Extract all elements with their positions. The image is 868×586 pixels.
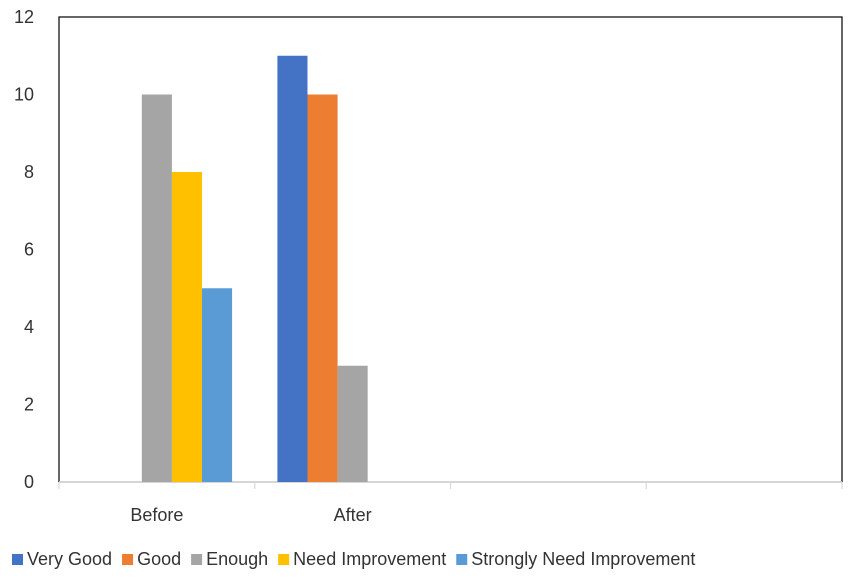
y-tick-label: 2 (24, 395, 34, 415)
x-axis-tick-labels: Before After (130, 505, 371, 525)
bar-good-after (307, 94, 338, 482)
y-tick-label: 10 (14, 85, 34, 105)
y-tick-label: 12 (14, 7, 34, 27)
legend-label: Strongly Need Improvement (471, 549, 695, 569)
y-axis-tick-labels: 0 2 4 6 8 10 12 (14, 7, 34, 492)
x-tick-label: Before (130, 505, 183, 525)
legend: Very Good Good Enough Need Improvement Stron… (12, 549, 695, 569)
legend-swatch (456, 554, 468, 565)
bar-enough-before (141, 94, 172, 482)
legend-label: Enough (206, 549, 268, 569)
y-tick-label: 6 (24, 240, 34, 260)
legend-label: Very Good (27, 549, 112, 569)
y-tick-label: 4 (24, 317, 34, 337)
legend-swatch (12, 554, 23, 565)
x-axis (58, 481, 843, 489)
legend-swatch (278, 554, 290, 565)
bars (141, 55, 368, 482)
bar-need-improvement-before (171, 172, 203, 482)
legend-swatch (191, 554, 203, 565)
bar-strongly-need-improvement-before (202, 288, 233, 482)
legend-label: Good (137, 549, 181, 569)
bar-very-good-after (277, 55, 308, 482)
bar-enough-after (337, 365, 368, 482)
legend-label: Need Improvement (293, 549, 446, 569)
legend-swatch (122, 554, 134, 565)
x-tick-label: After (334, 505, 372, 525)
y-tick-label: 8 (24, 162, 34, 182)
y-tick-label: 0 (24, 472, 34, 492)
